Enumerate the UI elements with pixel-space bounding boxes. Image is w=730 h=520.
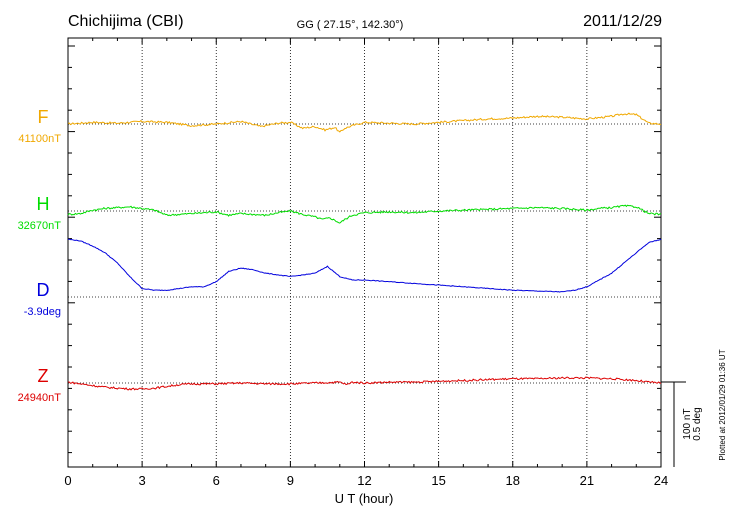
x-tick-label-18: 18	[506, 473, 520, 488]
plot-frame	[67, 37, 662, 468]
plotted-at-note: Plotted at 2012/01/29 01:36 UT	[718, 349, 727, 460]
x-axis-ticks: 0 3 6 9 12 15 18 21 24	[64, 38, 668, 488]
x-tick-label-0: 0	[64, 473, 71, 488]
baseline-value-F: 41100nT	[18, 133, 61, 145]
series-line-F	[67, 112, 662, 133]
x-tick-label-21: 21	[580, 473, 594, 488]
date-label: 2011/12/29	[583, 13, 662, 30]
baseline-value-H: 32670nT	[18, 220, 62, 232]
series-line-Z	[68, 376, 662, 391]
x-tick-label-24: 24	[654, 473, 668, 488]
baseline-value-Z: 24940nT	[18, 392, 62, 404]
x-tick-label-12: 12	[357, 473, 371, 488]
coordinates-label: GG ( 27.15°, 142.30°)	[297, 19, 404, 31]
scale-deg-label: 0.5 deg	[692, 407, 703, 440]
series-labels: F 41100nT H 32670nT D -3.9deg Z 24940nT	[18, 107, 62, 404]
scale-nt-label: 100 nT	[682, 408, 693, 439]
series-name-F: F	[38, 107, 49, 127]
series-name-D: D	[37, 280, 50, 300]
x-tick-label-15: 15	[431, 473, 445, 488]
x-tick-label-9: 9	[287, 473, 294, 488]
series-name-Z: Z	[38, 366, 49, 386]
series-line-H	[67, 204, 662, 224]
series-name-H: H	[37, 194, 50, 214]
series-line-D	[67, 238, 662, 293]
x-tick-label-6: 6	[213, 473, 220, 488]
vertical-gridlines	[141, 38, 588, 467]
y-tick-marks	[68, 45, 661, 454]
x-axis-label: U T (hour)	[335, 491, 394, 506]
x-tick-label-3: 3	[139, 473, 146, 488]
series-lines	[67, 112, 662, 391]
station-title: Chichijima (CBI)	[68, 13, 184, 30]
baseline-value-D: -3.9deg	[24, 306, 61, 318]
